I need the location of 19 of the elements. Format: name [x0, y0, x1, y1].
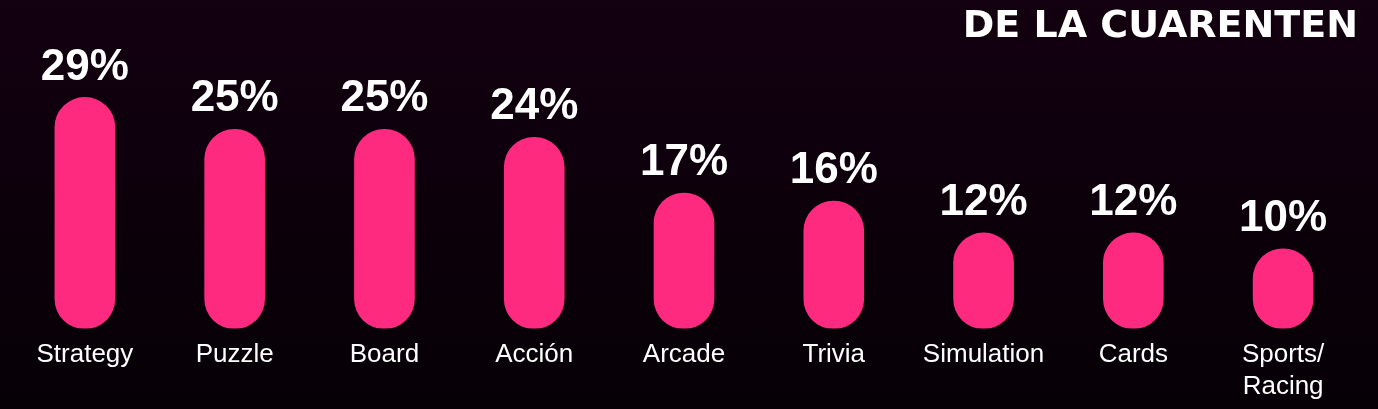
- data-label: 25%: [190, 71, 279, 121]
- data-label: 17%: [639, 135, 729, 185]
- x-tick-label: Puzzle: [195, 338, 274, 369]
- data-label: 25%: [340, 71, 429, 121]
- x-tick-label: Acción: [495, 338, 574, 369]
- x-tick-label: Board: [349, 338, 420, 369]
- chart-title: DE LA CUARENTEN: [962, 1, 1358, 46]
- data-label: 29%: [40, 39, 129, 89]
- data-label: 12%: [1089, 175, 1178, 225]
- x-tick-label: Cards: [1098, 338, 1169, 369]
- x-tick-label: Sports/Racing: [1241, 338, 1326, 400]
- x-tick-label: Strategy: [36, 338, 134, 369]
- x-tick-label: Trivia: [802, 338, 866, 369]
- data-label: 12%: [939, 175, 1028, 225]
- x-tick-label: Arcade: [642, 338, 726, 369]
- data-label: 10%: [1239, 191, 1328, 241]
- data-label: 16%: [789, 143, 878, 193]
- data-label: 24%: [490, 79, 579, 129]
- x-tick-label: Simulation: [922, 338, 1045, 369]
